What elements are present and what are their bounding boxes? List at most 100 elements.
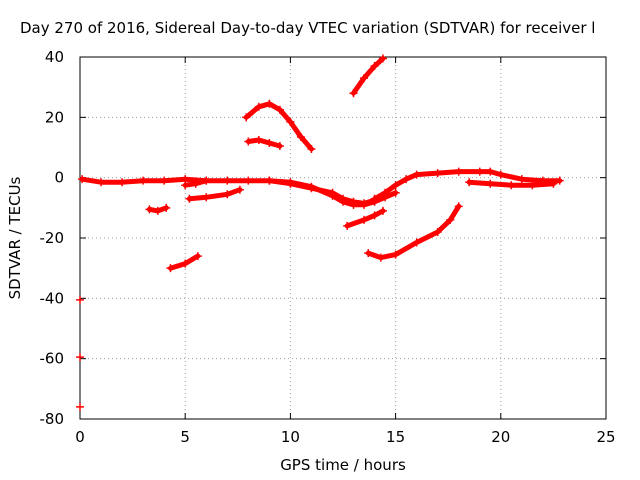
data-point [162, 203, 171, 212]
data-point [343, 221, 352, 230]
data-point [244, 176, 253, 185]
series-group [185, 185, 244, 203]
x-tick-label: 25 [596, 428, 615, 446]
series-group [343, 206, 387, 230]
data-point [235, 185, 244, 194]
data-point [486, 167, 495, 176]
data-point [517, 175, 526, 184]
data-point [412, 170, 421, 179]
data-point [433, 169, 442, 178]
data-point [360, 215, 369, 224]
series-group [265, 176, 379, 208]
data-point [360, 74, 369, 83]
y-tick-label: -40 [40, 289, 65, 307]
series-group [244, 135, 284, 150]
data-point [76, 353, 84, 362]
data-point [370, 211, 379, 220]
data-point [475, 167, 484, 176]
data-point [185, 194, 194, 203]
series-trace [344, 208, 386, 229]
data-point [202, 176, 211, 185]
data-point [381, 188, 390, 197]
series-group [145, 203, 171, 215]
data-point [307, 184, 316, 193]
data-point [160, 176, 169, 185]
data-point [118, 178, 127, 187]
x-axis-label: GPS time / hours [280, 456, 406, 474]
data-point [391, 188, 400, 197]
data-point [254, 135, 263, 144]
data-point [223, 176, 232, 185]
data-point [433, 227, 442, 236]
y-tick-label: 0 [54, 169, 64, 187]
data-point [549, 179, 558, 188]
data-point [370, 196, 379, 205]
data-series [76, 54, 564, 411]
data-point [193, 252, 202, 261]
data-point [296, 132, 305, 141]
data-point [254, 102, 263, 111]
data-point [402, 175, 411, 184]
data-point [378, 54, 387, 63]
y-axis-label: SDTVAR / TECUs [6, 176, 24, 299]
data-point [265, 138, 274, 147]
series-trace [168, 253, 201, 271]
data-point [496, 170, 505, 179]
data-point [412, 238, 421, 247]
x-tick-label: 15 [386, 428, 405, 446]
data-point [391, 250, 400, 259]
data-point [166, 264, 175, 273]
data-point [242, 113, 251, 122]
data-point [145, 205, 154, 214]
data-point [139, 176, 148, 185]
data-point [286, 117, 295, 126]
series-group [364, 202, 463, 262]
data-point [181, 181, 190, 190]
data-point [286, 179, 295, 188]
series-trace [245, 137, 283, 149]
data-point [555, 176, 564, 185]
series-group [166, 252, 202, 273]
data-point [391, 181, 400, 190]
series-trace [186, 187, 243, 202]
data-point [76, 295, 84, 304]
data-point [376, 253, 385, 262]
data-point [328, 188, 337, 197]
data-point [181, 259, 190, 268]
data-point [97, 178, 106, 187]
data-point [507, 181, 516, 190]
grid-lines [80, 57, 606, 419]
data-point [528, 181, 537, 190]
data-point [486, 179, 495, 188]
series-trace [351, 56, 386, 96]
y-tick-label: 20 [45, 108, 64, 126]
data-point [265, 176, 274, 185]
series-group [76, 295, 84, 411]
data-point [275, 141, 284, 150]
data-point [275, 105, 284, 114]
data-point [454, 167, 463, 176]
data-point [349, 197, 358, 206]
data-point [454, 202, 463, 211]
data-point [446, 215, 455, 224]
plot-frame [79, 56, 607, 420]
series-trace [266, 178, 378, 206]
series-group [465, 178, 558, 190]
data-point [265, 99, 274, 108]
series-group [181, 176, 211, 190]
x-tick-label: 10 [281, 428, 300, 446]
data-point [364, 249, 373, 258]
axis-ticks: 0 5 10 15 20 25 40 20 0 -20 -40 -60 -80 [40, 48, 616, 446]
x-tick-label: 20 [491, 428, 510, 446]
data-point [76, 402, 84, 411]
series-group [242, 99, 316, 154]
y-tick-label: -80 [40, 410, 65, 428]
y-tick-label: 40 [45, 48, 64, 66]
x-tick-label: 0 [75, 428, 85, 446]
y-tick-label: -20 [40, 229, 65, 247]
data-point [349, 89, 358, 98]
data-point [465, 178, 474, 187]
chart-title: Day 270 of 2016, Sidereal Day-to-day VTE… [20, 19, 595, 37]
data-point [378, 206, 387, 215]
